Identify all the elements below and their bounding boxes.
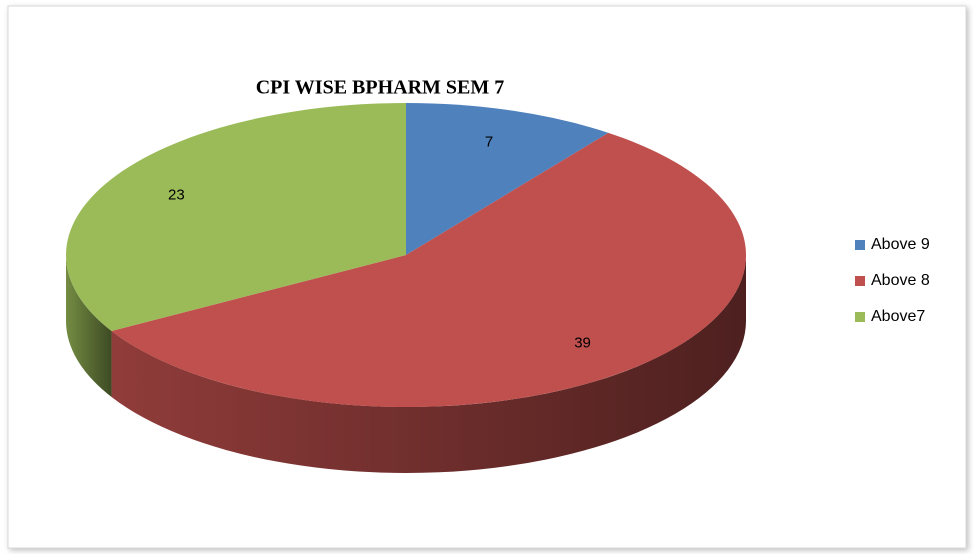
- pie-slice-side: [111, 255, 746, 474]
- pie-slice-side: [66, 255, 112, 397]
- legend-label: Above 8: [871, 272, 930, 289]
- legend-label: Above7: [871, 308, 925, 325]
- pie-slice: [406, 103, 609, 255]
- data-label: 23: [168, 187, 185, 204]
- legend-swatch: [855, 276, 865, 286]
- data-label: 7: [485, 133, 493, 150]
- data-label: 39: [574, 334, 591, 351]
- legend-label: Above 9: [871, 236, 930, 253]
- chart-title: CPI WISE BPHARM SEM 7: [256, 77, 505, 99]
- pie-slice: [111, 132, 746, 407]
- pie-slice: [66, 103, 406, 331]
- legend-swatch: [855, 312, 865, 322]
- legend-swatch: [855, 240, 865, 250]
